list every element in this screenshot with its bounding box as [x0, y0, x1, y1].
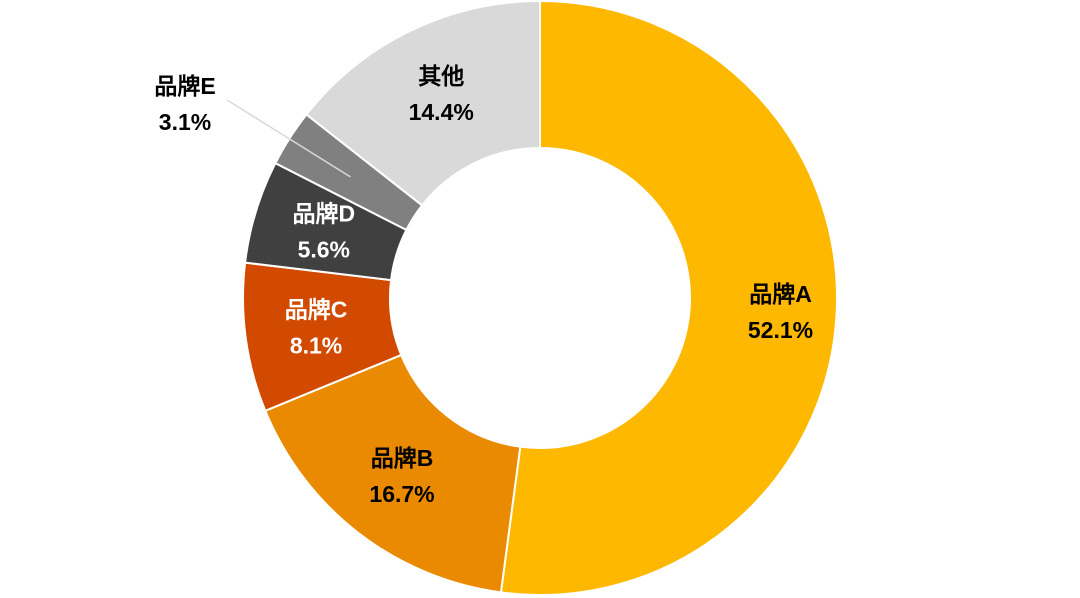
slice-value: 14.4% — [409, 99, 474, 125]
slice-category: 品牌D — [292, 200, 355, 226]
donut-slice — [499, 0, 838, 596]
donut-slice — [263, 353, 522, 594]
slice-category: 品牌E — [154, 73, 215, 99]
slice-value: 16.7% — [369, 481, 434, 507]
leader-line — [226, 99, 351, 178]
slice-category: 品牌A — [749, 281, 812, 307]
slice-value: 5.6% — [298, 236, 350, 262]
slice-value: 3.1% — [159, 109, 211, 135]
slice-category: 品牌C — [285, 297, 348, 323]
slice-value: 52.1% — [748, 317, 813, 343]
donut-slice — [305, 0, 541, 207]
slice-category: 其他 — [418, 63, 464, 89]
slice-value: 8.1% — [290, 333, 342, 359]
slice-category: 品牌B — [371, 445, 434, 471]
